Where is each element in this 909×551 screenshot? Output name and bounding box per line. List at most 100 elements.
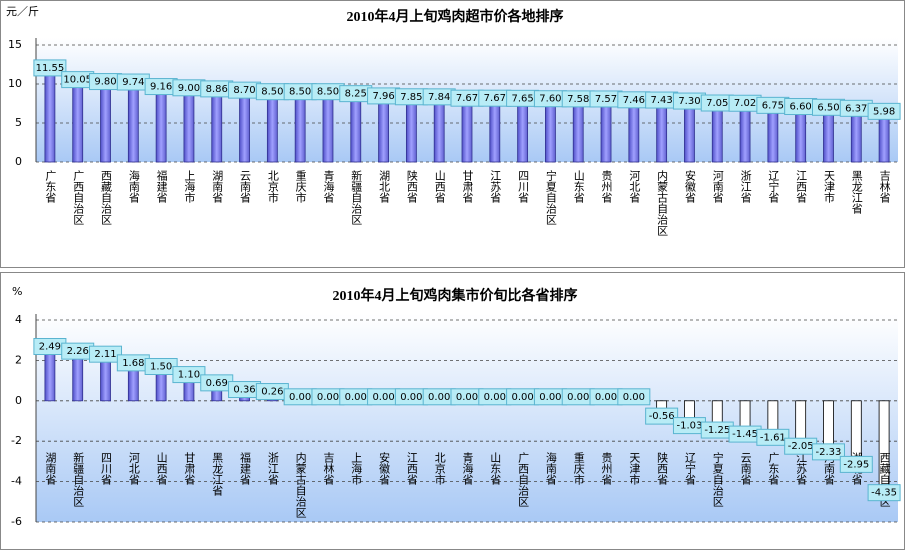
y-tick-label: 5 [15,116,22,129]
x-tick-label: 贵州省 [600,170,613,204]
value-label: 7.85 [400,92,422,103]
x-tick-label: 广东省 [44,170,57,204]
value-label: -4.35 [871,488,897,499]
value-label: 7.67 [484,93,506,104]
value-label: 9.16 [150,82,172,93]
x-tick-label: 河南省 [711,170,724,204]
value-label: 6.50 [817,102,839,113]
x-tick-label: 辽宁省 [683,452,696,486]
chart-title: 2010年4月上旬鸡肉超市价各地排序 [347,8,564,25]
x-tick-label: 山东省 [489,452,502,486]
x-tick-label: 陕西省 [405,169,418,204]
bar [100,85,111,163]
value-label: -2.05 [788,441,814,452]
bar [294,95,306,163]
y-unit: 元／斤 [6,5,39,18]
x-tick-label: 新疆自治区 [350,169,363,225]
value-label-box [811,443,845,461]
value-label: 9.80 [94,77,116,88]
value-label: 0.00 [456,392,478,403]
x-tick-label: 西藏自治区 [100,170,113,225]
bar [767,400,779,434]
value-label: -2.95 [843,459,869,470]
value-label: 8.25 [345,89,367,100]
x-tick-label: 陕西省 [656,451,669,486]
x-tick-label: 四川省 [100,452,113,486]
y-tick-label: 10 [8,77,22,90]
bar [489,101,501,163]
value-label: 1.68 [122,358,144,369]
bar [266,95,278,163]
value-label: 2.26 [67,346,89,357]
x-tick-label: 新疆自治区 [72,451,85,507]
value-label: 7.57 [595,94,617,105]
value-label-box [839,455,873,473]
bar [72,354,84,402]
value-label: 0.00 [484,392,506,403]
value-label: -1.61 [760,432,786,443]
x-tick-label: 黑龙江省 [850,170,863,215]
value-label: 1.10 [178,370,200,381]
value-label: 8.70 [233,85,255,96]
x-tick-label: 云南省 [739,452,752,486]
value-label-box [645,407,679,425]
x-tick-label: 海南省 [544,451,557,486]
value-label: 8.50 [317,87,339,98]
value-label: 7.96 [372,91,394,102]
x-tick-label: 广西自治区 [72,170,85,225]
bar [739,106,751,163]
y-tick-label: -2 [11,434,22,447]
value-label: 6.60 [790,102,812,113]
bar [211,92,223,163]
bar [127,366,139,402]
value-label: -1.03 [677,421,703,432]
x-tick-label: 上海市 [183,170,196,204]
bar [350,97,362,163]
value-label: 7.58 [567,94,589,105]
value-label: 2.49 [39,342,61,353]
bar [545,102,556,163]
value-label: -0.56 [649,411,675,422]
value-label: 6.37 [845,103,867,114]
bar [44,71,56,163]
bar [183,91,195,163]
x-tick-label: 江苏省 [795,452,808,486]
value-label: 0.00 [539,392,561,403]
x-tick-label: 宁夏自治区 [544,169,557,225]
value-label: -2.33 [816,447,842,458]
bar [155,370,167,402]
value-label: 7.84 [428,92,450,103]
x-tick-label: 宁夏自治区 [711,451,724,507]
bar [572,102,584,163]
bar [600,102,612,163]
x-tick-label: 青海省 [461,452,474,486]
value-label: 9.74 [122,77,144,88]
value-label-box [756,428,790,446]
value-label: 0.00 [317,392,339,403]
x-tick-label: 湖南省 [44,452,57,486]
value-label: 0.00 [623,392,645,403]
y-tick-label: -4 [11,475,22,488]
x-tick-label: 山东省 [572,170,585,204]
bar [239,93,250,163]
value-label: 7.02 [734,98,756,109]
value-label: 6.75 [762,100,784,111]
x-tick-label: 广西自治区 [517,452,530,507]
x-tick-label: 江西省 [405,452,418,486]
x-tick-label: 青海省 [322,170,335,204]
x-tick-label: 四川省 [517,170,530,204]
value-label: 9.00 [178,83,200,94]
value-label: 0.36 [233,385,255,396]
bar [72,83,84,163]
x-tick-label: 海南省 [127,169,140,204]
x-tick-label: 内蒙古自治区 [294,451,307,518]
value-label: 10.05 [63,75,92,86]
bar [378,99,389,163]
x-tick-label: 天津市 [822,170,835,204]
value-label: 7.60 [539,94,561,105]
bar [100,357,111,402]
value-label: 7.67 [456,93,478,104]
value-label: 0.00 [511,392,533,403]
plot-area [36,314,898,522]
